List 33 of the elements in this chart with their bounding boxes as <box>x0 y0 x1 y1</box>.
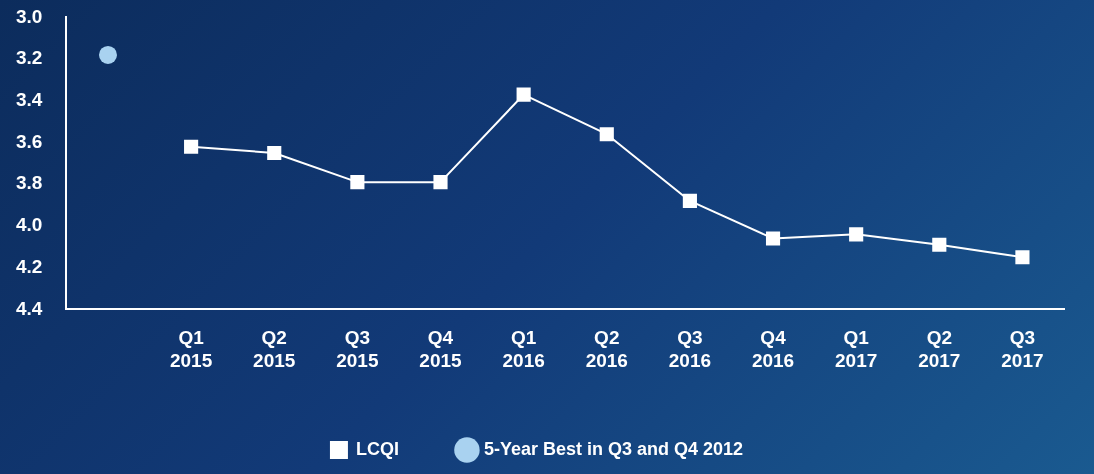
point <box>433 175 448 190</box>
x-tick-label: Q4 2015 <box>419 327 463 371</box>
legend-label: 5-Year Best in Q3 and Q4 2012 <box>483 438 744 459</box>
point <box>599 127 614 142</box>
point <box>1015 250 1030 265</box>
point <box>682 193 697 209</box>
point <box>267 145 282 161</box>
point <box>765 231 781 246</box>
x-tick-label: Q2 2016 <box>585 327 628 371</box>
y-tick-label: 4.4 <box>15 297 43 319</box>
x-tick-label: Q4 2016 <box>751 327 795 371</box>
x-tick-label: Q3 2016 <box>668 327 712 371</box>
y-tick-label: 3.2 <box>15 47 43 69</box>
y-tick-label: 3.4 <box>15 89 43 111</box>
point <box>516 87 531 102</box>
x-tick-label: Q1 2016 <box>502 327 545 371</box>
legend-label: LCQI <box>355 438 399 459</box>
x-tick-label: Q2 2015 <box>253 327 296 371</box>
y-tick-label: 4.2 <box>15 255 43 277</box>
point <box>932 237 947 252</box>
point <box>98 45 117 64</box>
y-tick-label: 3.0 <box>15 5 43 27</box>
x-tick-label: Q3 2015 <box>336 327 379 371</box>
x-tick-label: Q1 2015 <box>169 327 213 371</box>
y-tick-label: 3.8 <box>15 172 43 194</box>
point <box>350 175 365 190</box>
x-tick-label: Q2 2017 <box>918 327 961 371</box>
point <box>184 139 199 154</box>
y-tick-label: 3.6 <box>15 130 43 152</box>
x-tick-label: Q1 2017 <box>835 327 878 371</box>
x-tick-label: Q3 2017 <box>1001 327 1044 371</box>
y-tick-label: 4.0 <box>15 214 43 236</box>
point <box>849 227 864 242</box>
